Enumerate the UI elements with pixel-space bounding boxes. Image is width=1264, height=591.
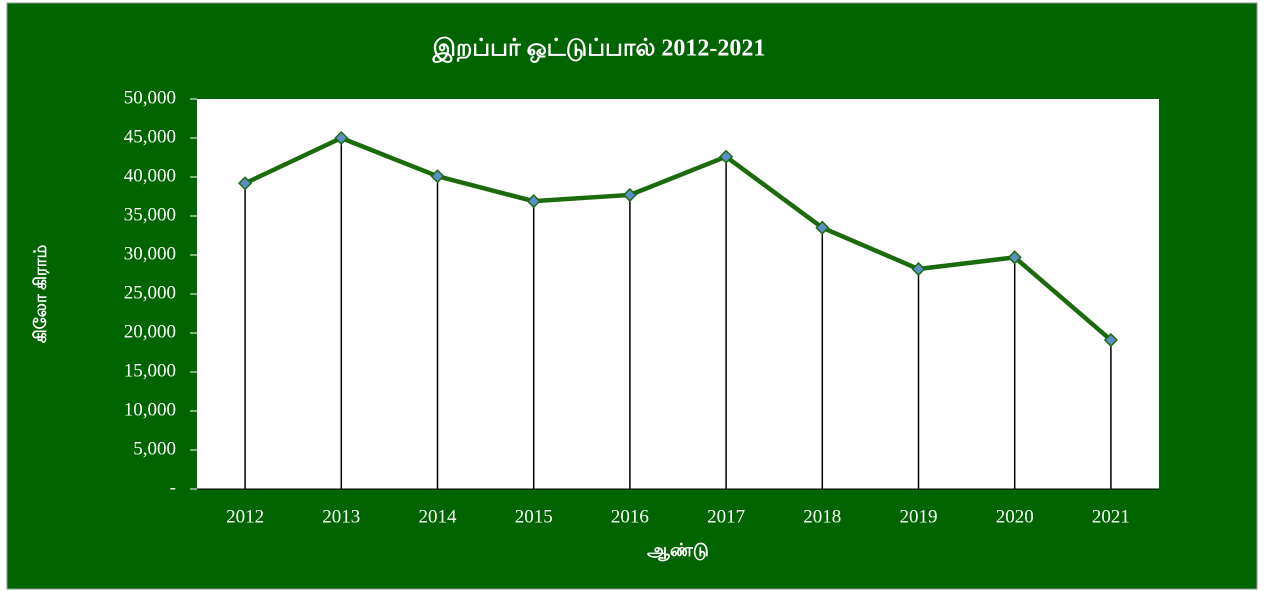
x-tick-label: 2020 <box>996 506 1034 527</box>
x-tick-label: 2012 <box>226 506 264 527</box>
y-tick-label: - <box>170 477 176 498</box>
series-line <box>244 135 1113 342</box>
y-axis-label: கிலோ கிராம் <box>31 244 50 343</box>
x-tick-label: 2013 <box>322 506 360 527</box>
x-tick-label: 2017 <box>707 506 745 527</box>
plot-area <box>197 99 1159 489</box>
y-tick-label: 20,000 <box>124 321 176 342</box>
x-axis-label: ஆண்டு <box>647 540 709 561</box>
x-tick-label: 2021 <box>1092 506 1130 527</box>
x-tick-label: 2014 <box>419 506 458 527</box>
y-tick-label: 45,000 <box>124 126 176 147</box>
y-tick-label: 15,000 <box>124 360 176 381</box>
y-tick-label: 30,000 <box>124 243 176 264</box>
x-tick-label: 2018 <box>803 506 841 527</box>
marker <box>334 130 349 146</box>
y-tick-label: 35,000 <box>124 204 176 225</box>
marker <box>238 176 253 191</box>
x-tick-label: 2019 <box>900 506 938 527</box>
chart-title: இறப்பர் ஒட்டுப்பால் 2012-2021 <box>432 36 766 64</box>
y-tick-label: 10,000 <box>124 399 176 420</box>
y-tick-label: 25,000 <box>124 282 176 303</box>
y-tick-label: 50,000 <box>124 87 176 108</box>
y-tick-label: 5,000 <box>133 438 176 459</box>
y-tick-label: 40,000 <box>124 165 176 186</box>
marker <box>622 187 637 203</box>
marker <box>911 261 926 277</box>
marker <box>719 149 734 164</box>
x-tick-label: 2015 <box>515 506 553 527</box>
marker <box>430 169 445 184</box>
marker <box>1103 332 1118 348</box>
marker <box>1007 250 1022 265</box>
x-tick-label: 2016 <box>611 506 649 527</box>
marker <box>526 194 541 209</box>
marker <box>815 220 830 235</box>
